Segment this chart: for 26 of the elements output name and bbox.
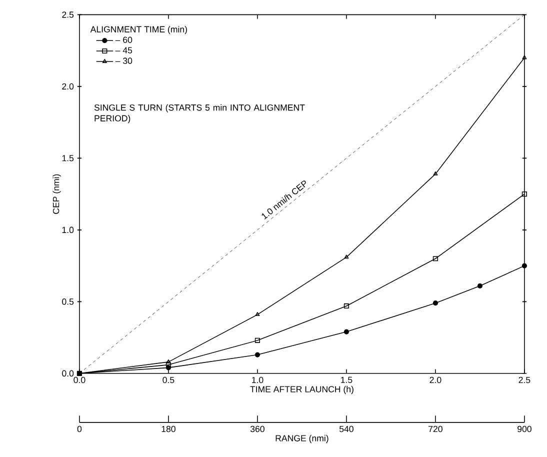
y-tick-label: 2.5 bbox=[62, 12, 74, 18]
y-tick-label: 0.5 bbox=[62, 298, 74, 305]
legend-label: – 30 bbox=[115, 58, 132, 64]
x2-axis-title: RANGE (nmi) bbox=[276, 435, 328, 444]
x-tick-label: 0.5 bbox=[162, 376, 174, 384]
legend-label: – 60 bbox=[115, 36, 132, 44]
y-axis-title: CEP (nmi) bbox=[52, 174, 61, 214]
x2-tick-label: 540 bbox=[339, 426, 354, 432]
x2-tick-label: 720 bbox=[428, 426, 442, 432]
y-tick-label: 2.0 bbox=[62, 83, 74, 90]
x-tick-label: 2.0 bbox=[430, 376, 442, 384]
legend-title: ALIGNMENT TIME (min) bbox=[90, 26, 187, 34]
x2-tick-label: 900 bbox=[518, 426, 532, 432]
y-tick-label: 1.5 bbox=[62, 155, 74, 162]
y-tick-label: 1.0 bbox=[62, 226, 74, 234]
x-tick-label: 0.0 bbox=[74, 376, 86, 384]
annotation: SINGLE S TURN (STARTS 5 min INTO ALIGNMENT PERIOD) bbox=[94, 104, 305, 124]
x-tick-label: 1.0 bbox=[252, 376, 264, 384]
x-tick-label: 2.5 bbox=[518, 376, 530, 384]
legend-label: – 45 bbox=[115, 47, 132, 54]
x2-tick-label: 0 bbox=[77, 426, 82, 432]
x2-tick-label: 360 bbox=[250, 426, 264, 432]
x-tick-label: 1.5 bbox=[341, 376, 352, 384]
y-tick-label: 0.0 bbox=[62, 370, 74, 377]
x-axis-title: TIME AFTER LAUNCH (h) bbox=[250, 386, 354, 394]
x2-tick-label: 180 bbox=[162, 426, 176, 432]
